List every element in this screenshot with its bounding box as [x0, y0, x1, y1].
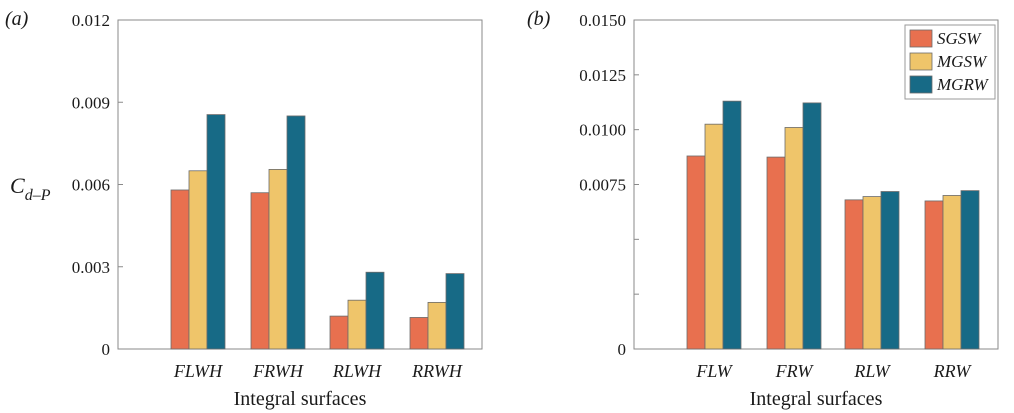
legend-label-mgsw: MGSW — [936, 52, 988, 71]
bar-mgsw-flw — [704, 123, 724, 350]
panel-b-y-ticks: 0 0.0075 0.0100 0.0125 0.0150 — [579, 11, 639, 359]
bar-sgsw-frwh — [250, 192, 270, 350]
bar-mgrw-frw — [802, 102, 822, 350]
bar-sgsw-flw — [686, 155, 706, 350]
panel-a-x-tick-labels: FLWH FRWH RLWH RRWH — [173, 361, 463, 381]
panel-b: (b) 0 0.0075 0.0100 0.0125 0.0150 FLW FRW RLW R… — [527, 8, 999, 410]
y-tick-label: 0 — [618, 340, 627, 359]
legend: SGSW MGSW MGRW — [904, 24, 996, 100]
bar-mgrw-rlw — [880, 191, 900, 350]
y-tick-label: 0.006 — [72, 176, 110, 195]
panel-b-x-axis-label: Integral surfaces — [750, 388, 883, 410]
legend-label-sgsw: SGSW — [937, 29, 982, 48]
bar-sgsw-flwh — [170, 189, 190, 350]
bar-mgsw-frw — [784, 127, 804, 350]
bar-mgsw-rlwh — [347, 299, 367, 350]
y-tick-label: 0.0125 — [579, 66, 626, 85]
x-tick-label-frwh: FRWH — [252, 361, 304, 381]
y-tick-label: 0.012 — [72, 11, 110, 30]
y-tick-label: 0.003 — [72, 258, 110, 277]
bar-mgrw-rrw — [960, 190, 980, 350]
bar-mgsw-flwh — [188, 170, 208, 350]
bar-sgsw-rrwh — [409, 317, 429, 350]
x-tick-label-flw: FLW — [695, 361, 733, 381]
x-tick-label-rrwh: RRWH — [411, 361, 463, 381]
x-tick-label-frw: FRW — [775, 361, 815, 381]
y-axis-label: Cd–P — [10, 173, 51, 204]
panel-a-bars — [170, 114, 465, 350]
legend-swatch-mgsw — [909, 52, 933, 71]
x-tick-label-rlwh: RLWH — [332, 361, 382, 381]
bar-mgrw-flwh — [206, 114, 226, 350]
bar-mgrw-frwh — [286, 115, 306, 350]
bar-mgrw-rrwh — [445, 273, 465, 350]
x-tick-label-rrw: RRW — [933, 361, 973, 381]
legend-swatch-mgrw — [909, 75, 933, 94]
y-tick-label: 0 — [102, 340, 111, 359]
y-tick-label: 0.0075 — [579, 176, 626, 195]
bar-sgsw-rlw — [844, 199, 864, 350]
panel-b-label: (b) — [527, 8, 551, 30]
bar-mgrw-rlwh — [365, 271, 385, 350]
panel-b-x-tick-labels: FLW FRW RLW RRW — [695, 361, 972, 381]
x-tick-label-rlw: RLW — [853, 361, 891, 381]
y-axis-label-sub: d–P — [25, 187, 51, 204]
panel-a-y-ticks: 0 0.003 0.006 0.009 0.012 — [72, 11, 123, 359]
legend-swatch-sgsw — [909, 29, 933, 48]
bar-sgsw-rlwh — [329, 315, 349, 350]
x-tick-label-flwh: FLWH — [173, 361, 223, 381]
bar-sgsw-frw — [766, 156, 786, 350]
bar-mgrw-flw — [722, 100, 742, 350]
y-tick-label: 0.009 — [72, 93, 110, 112]
bar-sgsw-rrw — [924, 200, 944, 350]
legend-label-mgrw: MGRW — [936, 75, 990, 94]
panel-a: (a) 0 0.003 0.006 0.009 0.012 FLWH FRWH RLWH RR… — [5, 8, 483, 410]
panel-b-bars — [686, 100, 980, 350]
bar-mgsw-rrw — [942, 195, 962, 350]
y-axis-label-main: C — [10, 173, 25, 198]
y-tick-label: 0.0150 — [579, 11, 626, 30]
bar-mgsw-rrwh — [427, 301, 447, 350]
bar-mgsw-frwh — [268, 169, 288, 350]
y-tick-label: 0.0100 — [579, 121, 626, 140]
panel-a-label: (a) — [5, 8, 29, 30]
panel-a-x-axis-label: Integral surfaces — [234, 388, 367, 410]
bar-mgsw-rlw — [862, 196, 882, 350]
